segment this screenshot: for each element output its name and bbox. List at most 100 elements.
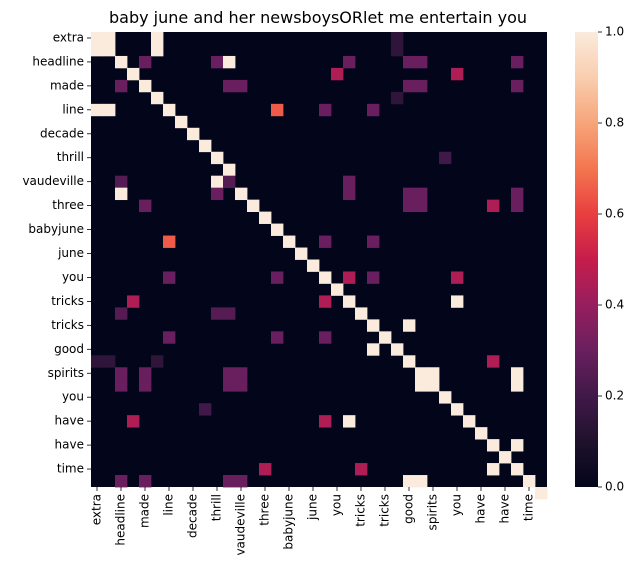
heatmap-cell [199,139,212,153]
heatmap-cell [427,379,440,392]
y-tick-label: babyjune [28,222,84,236]
heatmap-cell [427,367,440,380]
heatmap-cell [295,247,308,260]
heatmap-cell [403,199,416,212]
heatmap-cell [223,55,236,69]
heatmap-cell [511,367,524,380]
heatmap-cell [367,271,380,284]
heatmap-cell [235,367,248,380]
y-tick-label: line [62,102,84,116]
heatmap-cell [271,223,284,236]
plot-area [91,32,548,500]
y-tick-label: vaudeville [22,174,84,188]
heatmap-cell [127,295,140,308]
heatmap-cell [127,415,140,428]
heatmap-cell [319,415,332,428]
heatmap-cell [211,307,224,320]
heatmap-cell [343,415,356,428]
heatmap-cell [511,187,524,201]
heatmap-cell [115,187,128,201]
y-tick-label: thrill [57,150,84,164]
heatmap-cell [271,103,284,117]
heatmap-cell [139,379,152,392]
heatmap-cell [199,403,212,416]
heatmap-cell [391,91,404,105]
y-tick-label: made [50,78,84,92]
heatmap-cell [439,151,452,165]
heatmap-cell [403,319,416,332]
heatmap-cell [139,367,152,380]
heatmap-cell [379,331,392,344]
heatmap-cell [91,103,104,117]
heatmap-cell [355,463,368,476]
heatmap-cell [403,355,416,368]
x-tick-label: babyjune [282,494,296,550]
x-tick-label: have [498,494,512,523]
heatmap-cell [139,79,152,93]
heatmap-cell [415,55,428,69]
heatmap-cell [319,331,332,344]
heatmap-cell [343,295,356,308]
heatmap-cell [487,439,500,452]
heatmap-cell [127,67,140,81]
x-tick-label: you [450,494,464,516]
colorbar-tick-label: 0.2 [605,389,624,403]
y-tick-label: headline [32,54,84,68]
x-tick-label: extra [90,494,104,525]
heatmap-cell [103,32,116,45]
heatmap-cell [259,211,272,224]
heatmap-cell [487,463,500,476]
heatmap-cell [211,175,224,189]
heatmap-cell [271,271,284,284]
heatmap-cell [271,331,284,344]
heatmap-cell [511,439,524,452]
colorbar: 0.0 0.2 0.4 0.6 0.8 1.0 [575,25,624,494]
y-tick-label: you [62,390,84,404]
heatmap-cell [163,331,176,344]
heatmap-cell [187,127,200,141]
y-tick-label: tricks [51,318,84,332]
heatmap-cell [439,391,452,404]
x-tick-label: decade [186,494,200,538]
heatmap-cell [91,32,104,45]
heatmap-cell [235,379,248,392]
heatmap-cell [391,32,404,45]
heatmap-cell [235,79,248,93]
heatmap-cell [103,355,116,368]
heatmap-cell [163,271,176,284]
heatmap-cell [115,367,128,380]
heatmap-cell [115,379,128,392]
heatmap-cell [211,187,224,201]
y-tick-label: tricks [51,294,84,308]
x-tick-label: have [474,494,488,523]
y-tick-label: june [57,246,84,260]
x-tick-label: time [522,494,536,521]
heatmap-cell [115,79,128,93]
heatmap-cell [511,199,524,212]
heatmap-cell [91,43,104,57]
heatmap-cell [151,32,164,45]
heatmap-cell [307,259,320,272]
heatmap-cell [451,67,464,81]
heatmap-cell [367,343,380,356]
y-tick-label: time [57,462,84,476]
heatmap-cell [511,55,524,69]
heatmap-cell [487,355,500,368]
heatmap-cell [511,463,524,476]
y-tick-label: you [62,270,84,284]
heatmap-cell [463,415,476,428]
y-tick-label: good [54,342,84,356]
heatmap-cell [223,307,236,320]
heatmap-cell [103,43,116,57]
y-tick-label: decade [40,126,84,140]
y-tick-label: have [55,414,84,428]
heatmap-cell [223,79,236,93]
heatmap-cell [151,43,164,57]
heatmap-cell [211,55,224,69]
heatmap-cell [415,475,428,488]
heatmap-cell [367,103,380,117]
x-tick-label: tricks [378,494,392,527]
colorbar-tick-label: 0.8 [605,116,624,130]
colorbar-tick-label: 0.0 [605,480,624,494]
